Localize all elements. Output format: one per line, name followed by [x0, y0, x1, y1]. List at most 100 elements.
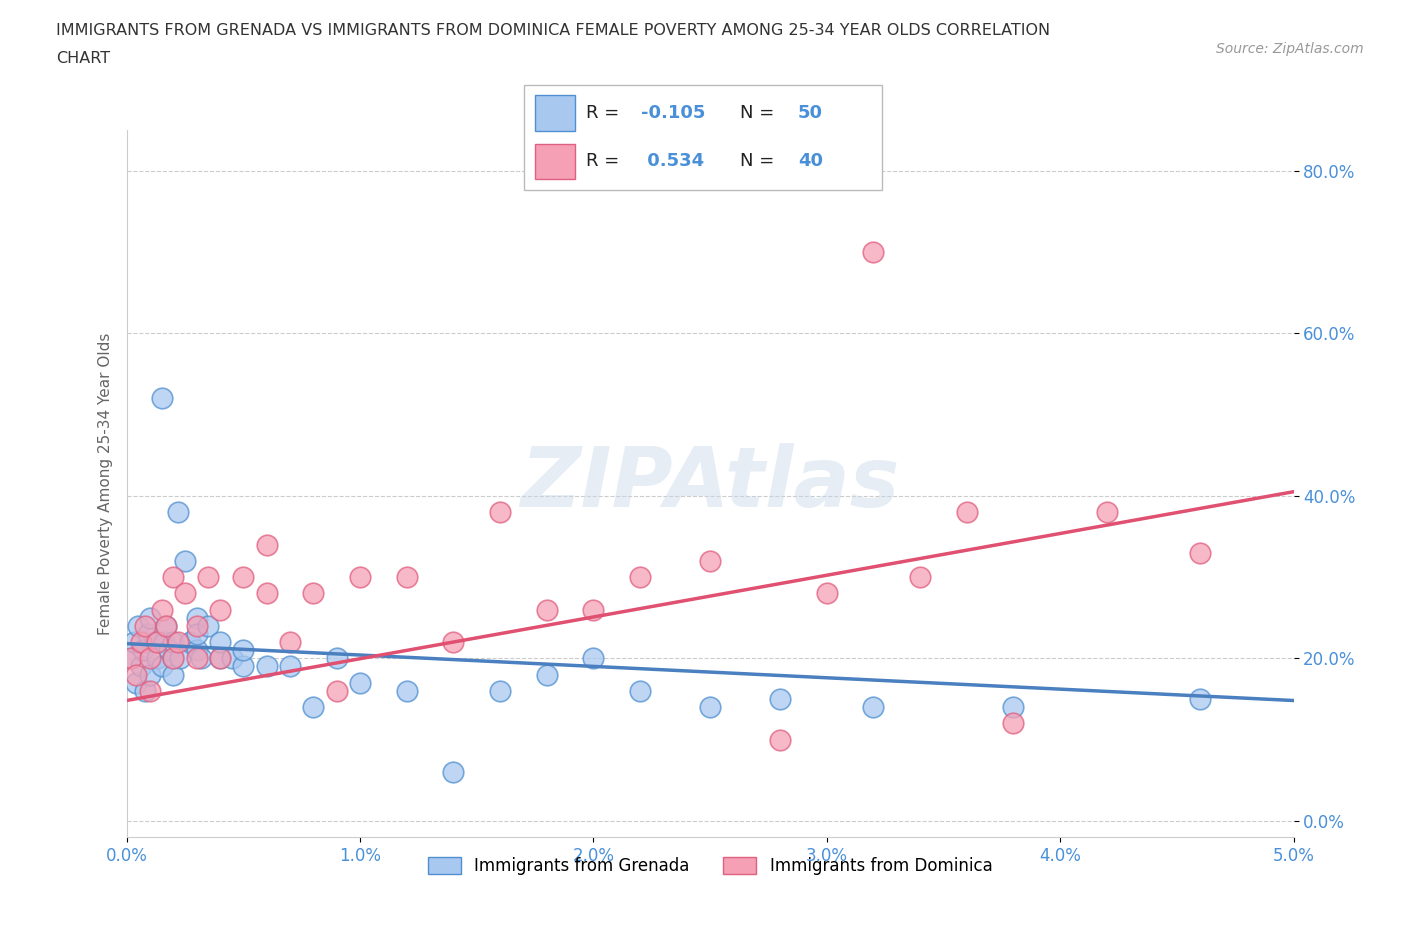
Point [1189, 545, 1212, 560]
Text: ZIPAtlas: ZIPAtlas [520, 443, 900, 525]
Point [197, 569, 219, 584]
Point [699, 699, 721, 714]
Text: IMMIGRANTS FROM GRENADA VS IMMIGRANTS FROM DOMINICA FEMALE POVERTY AMONG 25-34 Y: IMMIGRANTS FROM GRENADA VS IMMIGRANTS FR… [56, 23, 1050, 38]
Point [125, 667, 148, 682]
Point [536, 602, 558, 617]
Point [174, 553, 197, 568]
Point [628, 684, 651, 698]
Point [699, 553, 721, 568]
Point [325, 651, 347, 666]
Point [146, 651, 169, 666]
Point [278, 634, 301, 649]
Point [129, 634, 152, 649]
Point [120, 651, 142, 666]
Point [132, 643, 155, 658]
Point [162, 634, 184, 649]
Point [139, 610, 162, 625]
Point [162, 651, 184, 666]
Point [232, 643, 254, 658]
Text: N =: N = [740, 153, 779, 170]
Point [1189, 691, 1212, 706]
Point [395, 684, 418, 698]
Point [956, 505, 979, 520]
Point [186, 643, 208, 658]
Point [256, 538, 278, 552]
Point [441, 764, 464, 779]
Point [134, 618, 156, 633]
Point [143, 634, 166, 649]
Point [628, 569, 651, 584]
Text: N =: N = [740, 104, 779, 122]
FancyBboxPatch shape [534, 96, 575, 131]
Point [134, 684, 156, 698]
Point [139, 667, 162, 682]
Point [221, 651, 243, 666]
Y-axis label: Female Poverty Among 25-34 Year Olds: Female Poverty Among 25-34 Year Olds [97, 332, 112, 635]
Point [150, 391, 173, 405]
Point [162, 569, 184, 584]
Point [256, 659, 278, 674]
Point [349, 569, 371, 584]
Point [174, 586, 197, 601]
Legend: Immigrants from Grenada, Immigrants from Dominica: Immigrants from Grenada, Immigrants from… [420, 850, 1000, 882]
Text: R =: R = [586, 104, 626, 122]
Text: 40: 40 [799, 153, 823, 170]
Point [186, 618, 208, 633]
Point [139, 684, 162, 698]
Point [489, 505, 512, 520]
Point [232, 659, 254, 674]
Point [162, 667, 184, 682]
Point [150, 602, 173, 617]
Point [162, 651, 184, 666]
Point [1002, 699, 1025, 714]
FancyBboxPatch shape [524, 85, 882, 190]
Point [197, 618, 219, 633]
Point [169, 651, 191, 666]
Text: 50: 50 [799, 104, 823, 122]
Point [129, 659, 152, 674]
Point [769, 732, 792, 747]
Point [441, 634, 464, 649]
Point [489, 684, 512, 698]
Point [862, 245, 884, 259]
Point [862, 699, 884, 714]
Point [125, 675, 148, 690]
Point [139, 651, 162, 666]
Point [232, 569, 254, 584]
Text: R =: R = [586, 153, 626, 170]
Point [1002, 716, 1025, 731]
FancyBboxPatch shape [534, 143, 575, 179]
Point [325, 684, 347, 698]
Point [256, 586, 278, 601]
Point [155, 618, 177, 633]
Point [908, 569, 931, 584]
Text: CHART: CHART [56, 51, 110, 66]
Point [167, 634, 190, 649]
Point [146, 634, 169, 649]
Point [536, 667, 558, 682]
Point [208, 602, 231, 617]
Point [190, 651, 212, 666]
Text: -0.105: -0.105 [641, 104, 706, 122]
Point [302, 586, 325, 601]
Point [136, 627, 159, 642]
Text: 0.534: 0.534 [641, 153, 704, 170]
Point [157, 643, 180, 658]
Point [395, 569, 418, 584]
Point [186, 651, 208, 666]
Point [582, 651, 605, 666]
Point [167, 505, 190, 520]
Point [815, 586, 838, 601]
Point [769, 691, 792, 706]
Point [1095, 505, 1118, 520]
Point [278, 659, 301, 674]
Text: Source: ZipAtlas.com: Source: ZipAtlas.com [1216, 42, 1364, 56]
Point [186, 627, 208, 642]
Point [208, 634, 231, 649]
Point [153, 634, 176, 649]
Point [122, 634, 145, 649]
Point [155, 618, 177, 633]
Point [208, 651, 231, 666]
Point [582, 602, 605, 617]
Point [127, 618, 149, 633]
